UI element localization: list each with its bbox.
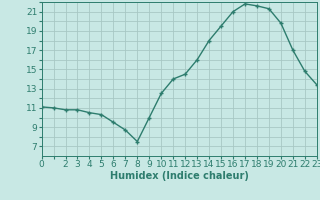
X-axis label: Humidex (Indice chaleur): Humidex (Indice chaleur): [110, 171, 249, 181]
